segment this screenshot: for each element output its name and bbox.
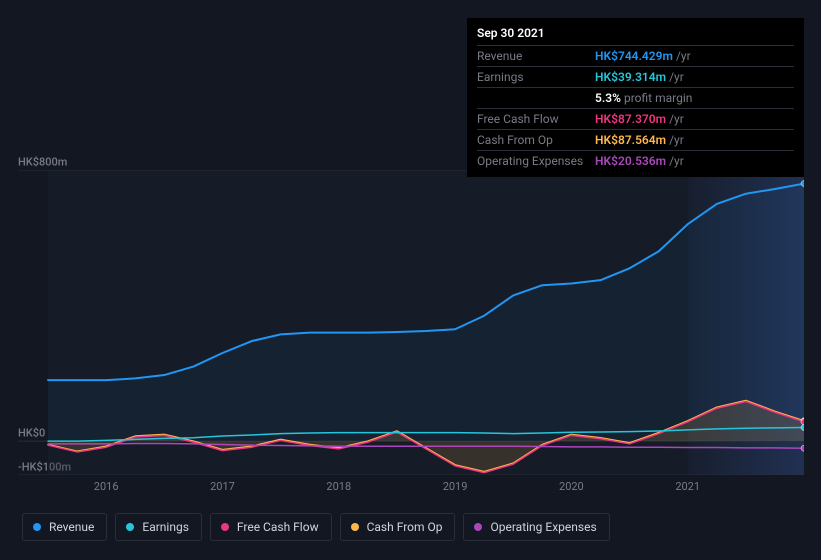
tooltip-value: HK$20.536m — [595, 154, 666, 168]
x-axis-tick-label: 2018 — [326, 480, 351, 493]
legend-item-revenue[interactable]: Revenue — [22, 513, 107, 541]
tooltip-label: Free Cash Flow — [477, 111, 595, 127]
legend-label: Free Cash Flow — [237, 520, 319, 534]
tooltip-subrow-profit-margin: 5.3% profit margin — [477, 88, 794, 109]
legend-label: Revenue — [49, 520, 94, 534]
legend-dot-icon — [351, 523, 359, 531]
tooltip-value: HK$744.429m — [595, 49, 673, 63]
tooltip-value: HK$87.370m — [595, 112, 666, 126]
legend-item-operating_expenses[interactable]: Operating Expenses — [463, 513, 609, 541]
tooltip-unit: /yr — [669, 154, 684, 168]
tooltip-label: Cash From Op — [477, 132, 595, 148]
chart-svg — [18, 170, 804, 475]
tooltip-label: Revenue — [477, 48, 595, 64]
x-axis-tick-label: 2016 — [94, 480, 119, 493]
legend-dot-icon — [33, 523, 41, 531]
tooltip-value: HK$39.314m — [595, 70, 666, 84]
x-axis-labels: 2016 2017 2018 2019 2020 2021 — [18, 478, 804, 496]
legend-item-earnings[interactable]: Earnings — [115, 513, 202, 541]
legend-dot-icon — [221, 523, 229, 531]
tooltip-row-revenue: RevenueHK$744.429m/yr — [477, 46, 794, 67]
legend-label: Operating Expenses — [490, 520, 596, 534]
x-axis-tick-label: 2021 — [675, 480, 700, 493]
tooltip-row-fcf: Free Cash FlowHK$87.370m/yr — [477, 109, 794, 130]
legend-item-free_cash_flow[interactable]: Free Cash Flow — [210, 513, 332, 541]
legend-dot-icon — [126, 523, 134, 531]
legend-label: Cash From Op — [367, 520, 443, 534]
tooltip-panel: Sep 30 2021 RevenueHK$744.429m/yrEarning… — [467, 18, 804, 177]
y-axis-tick-label: HK$800m — [18, 156, 67, 169]
tooltip-value: HK$87.564m — [595, 133, 666, 147]
x-axis-tick-label: 2019 — [443, 480, 468, 493]
tooltip-row-earnings: EarningsHK$39.314m/yr — [477, 67, 794, 88]
tooltip-unit: /yr — [669, 133, 684, 147]
tooltip-unit: /yr — [669, 112, 684, 126]
tooltip-row-opex: Operating ExpensesHK$20.536m/yr — [477, 151, 794, 171]
tooltip-label: Earnings — [477, 69, 595, 85]
tooltip-label: Operating Expenses — [477, 153, 595, 169]
tooltip-unit: /yr — [669, 70, 684, 84]
legend-dot-icon — [474, 523, 482, 531]
tooltip-unit: /yr — [676, 49, 691, 63]
legend-label: Earnings — [142, 520, 189, 534]
x-axis-tick-label: 2017 — [210, 480, 235, 493]
chart-area[interactable]: HK$800mHK$0-HK$100m — [18, 170, 804, 475]
tooltip-date: Sep 30 2021 — [477, 24, 794, 46]
x-axis-tick-label: 2020 — [559, 480, 584, 493]
profit-margin-pct: 5.3% — [595, 90, 621, 106]
tooltip-row-cfo: Cash From OpHK$87.564m/yr — [477, 130, 794, 151]
legend: Revenue Earnings Free Cash Flow Cash From O… — [22, 513, 610, 541]
profit-margin-label: profit margin — [624, 90, 692, 106]
legend-item-cash_from_op[interactable]: Cash From Op — [340, 513, 456, 541]
